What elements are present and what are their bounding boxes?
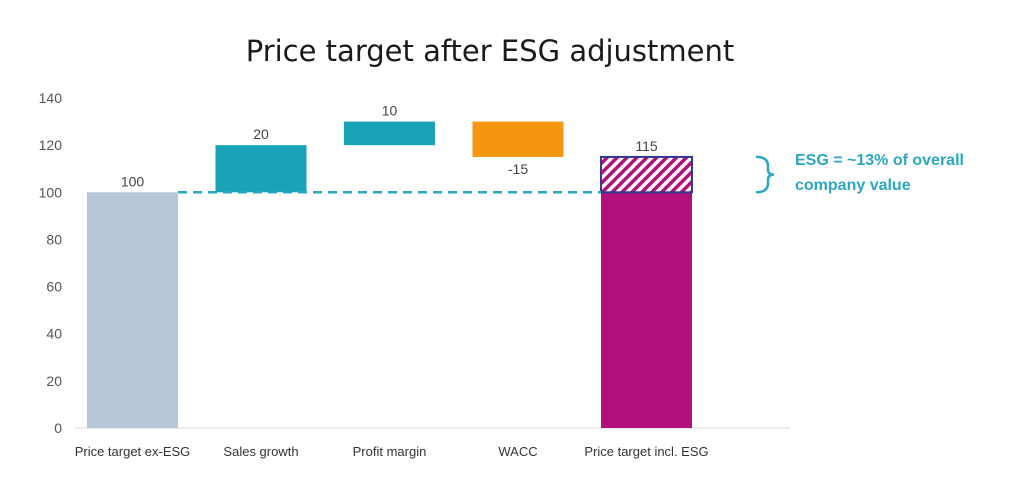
data-label: -15 xyxy=(508,161,528,177)
y-tick-label: 20 xyxy=(46,373,62,389)
y-tick-label: 80 xyxy=(46,231,62,247)
category-label: Sales growth xyxy=(223,444,298,459)
bar xyxy=(344,121,435,146)
annotation-bracket xyxy=(755,155,775,194)
data-label: 115 xyxy=(635,138,658,154)
esg-hatch-segment xyxy=(600,155,693,194)
annotation-text: company value xyxy=(795,177,911,194)
category-label: Price target incl. ESG xyxy=(584,444,708,459)
data-label: 100 xyxy=(121,173,145,189)
y-tick-label: 0 xyxy=(54,420,62,436)
bar xyxy=(87,192,178,428)
category-label: Price target ex-ESG xyxy=(75,444,191,459)
chart-title: Price target after ESG adjustment xyxy=(246,34,735,68)
y-tick-label: 100 xyxy=(39,184,63,200)
category-label: Profit margin xyxy=(353,444,427,459)
bar xyxy=(215,145,307,193)
y-tick-label: 60 xyxy=(46,279,62,295)
y-tick-label: 120 xyxy=(39,137,63,153)
category-label: WACC xyxy=(498,444,537,459)
y-tick-label: 40 xyxy=(46,326,62,342)
bar xyxy=(472,121,564,157)
annotation-text: ESG = ~13% of overall xyxy=(795,152,964,169)
data-label: 20 xyxy=(253,126,269,142)
y-tick-label: 140 xyxy=(39,90,63,106)
bar xyxy=(601,156,692,428)
data-label: 10 xyxy=(382,103,398,119)
